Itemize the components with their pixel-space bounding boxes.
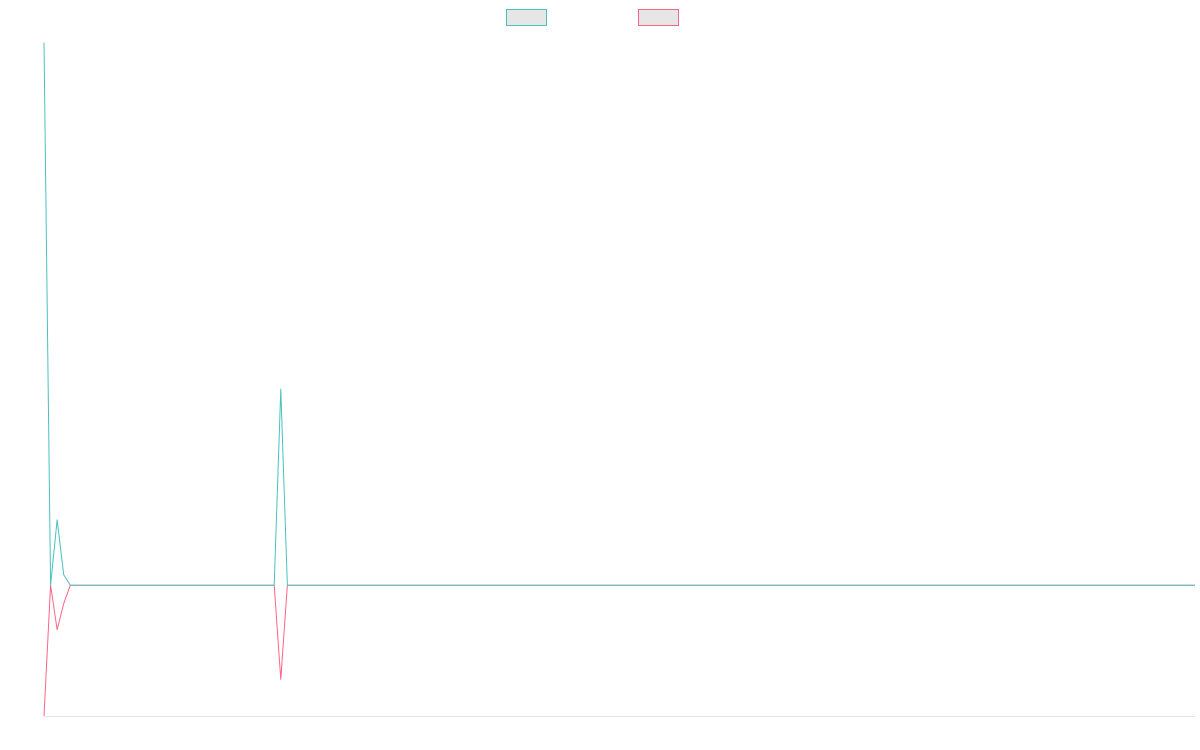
series-line-2: [43, 584, 1195, 717]
series-layer: [43, 42, 1195, 717]
series-line-1: [43, 42, 1195, 586]
legend-item-2[interactable]: [638, 9, 679, 26]
legend-swatch-1: [506, 9, 547, 26]
legend: [506, 9, 679, 26]
legend-item-1[interactable]: [506, 9, 547, 26]
legend-swatch-2: [638, 9, 679, 26]
